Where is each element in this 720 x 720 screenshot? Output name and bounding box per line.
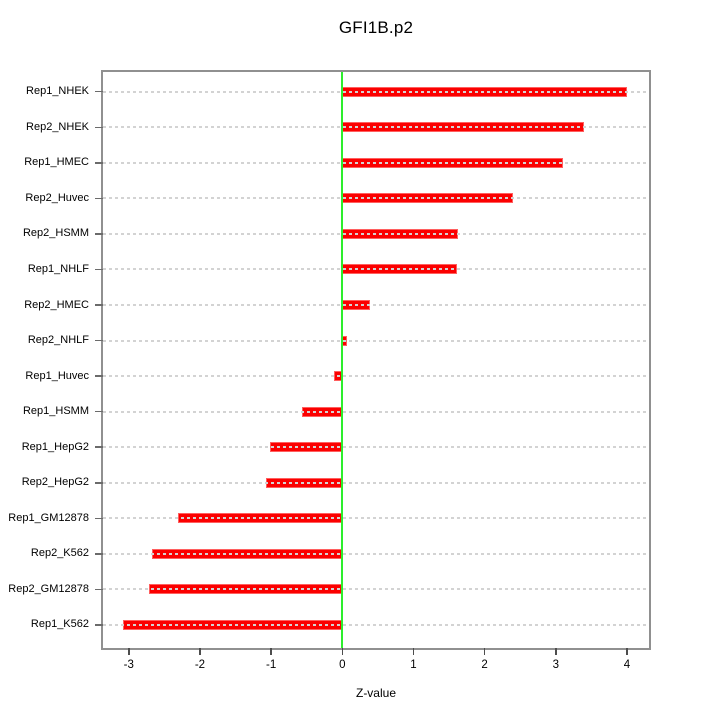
category-gridline — [103, 517, 649, 520]
y-axis-label-Rep1_NHEK: Rep1_NHEK — [26, 85, 89, 98]
category-gridline — [103, 339, 649, 342]
category-gridline — [103, 268, 649, 271]
category-gridline — [103, 232, 649, 235]
y-axis-tick — [95, 517, 103, 520]
category-gridline — [103, 552, 649, 555]
y-axis-tick — [95, 90, 103, 93]
y-axis-label-Rep1_GM12878: Rep1_GM12878 — [8, 511, 89, 524]
category-gridline — [103, 304, 649, 306]
x-axis-tick — [341, 648, 344, 655]
y-axis-tick — [95, 126, 103, 128]
x-axis-tick-label: 0 — [339, 659, 346, 671]
category-gridline — [103, 623, 649, 626]
y-axis-label-Rep2_HepG2: Rep2_HepG2 — [21, 476, 89, 489]
category-gridline — [103, 90, 649, 93]
x-axis-tick — [555, 648, 557, 655]
y-axis-tick — [95, 339, 103, 342]
x-axis-title: Z-value — [355, 686, 396, 700]
chart-title: GFI1B.p2 — [338, 18, 414, 37]
y-axis-label-Rep2_NHEK: Rep2_NHEK — [26, 120, 89, 133]
x-axis-tick-label: 3 — [552, 659, 559, 671]
y-axis-label-Rep2_Huvec: Rep2_Huvec — [25, 191, 89, 204]
y-axis-label-Rep2_K562: Rep2_K562 — [30, 547, 89, 560]
y-axis-tick — [95, 588, 103, 591]
y-axis-tick — [95, 375, 103, 377]
x-axis-tick — [483, 648, 486, 655]
y-axis-label-Rep2_GM12878: Rep2_GM12878 — [8, 582, 89, 595]
category-gridline — [103, 481, 649, 484]
x-axis-tick-label: -1 — [266, 659, 277, 671]
x-axis-tick — [270, 648, 272, 655]
y-axis-label-Rep2_NHLF: Rep2_NHLF — [27, 334, 89, 347]
y-axis-tick — [95, 553, 103, 555]
y-axis-tick — [95, 446, 103, 448]
y-axis-tick — [95, 233, 103, 235]
y-axis-label-Rep1_K562: Rep1_K562 — [30, 618, 89, 631]
category-gridline — [103, 161, 649, 164]
x-axis-tick — [626, 648, 628, 655]
x-axis-tick-label: -2 — [194, 659, 206, 671]
y-axis-label-Rep1_HMEC: Rep1_HMEC — [24, 156, 89, 169]
y-axis-tick — [95, 304, 103, 306]
y-axis-tick — [95, 482, 103, 484]
plot-area: Rep1_NHEK Rep2_NHEK Rep1_HMEC Rep2_Huvec Rep… — [8, 69, 651, 671]
category-gridline — [103, 410, 649, 413]
category-gridline — [103, 375, 649, 378]
y-axis-tick — [95, 624, 103, 626]
x-axis-tick-label: 1 — [410, 659, 417, 671]
x-axis-tick — [199, 648, 201, 655]
y-axis-label-Rep2_HSMM: Rep2_HSMM — [22, 227, 89, 240]
x-axis-tick-label: -3 — [123, 659, 134, 671]
x-axis-tick — [412, 648, 415, 655]
y-axis-label-Rep1_HepG2: Rep1_HepG2 — [21, 440, 89, 453]
y-axis-tick — [95, 410, 103, 413]
x-axis-tick-label: 4 — [623, 659, 631, 671]
y-axis-tick — [95, 197, 103, 200]
category-gridline — [103, 126, 649, 129]
y-axis-label-Rep1_NHLF: Rep1_NHLF — [27, 262, 89, 275]
category-gridline — [103, 446, 649, 449]
category-gridline — [103, 197, 649, 200]
y-axis-label-Rep1_HSMM: Rep1_HSMM — [22, 405, 89, 418]
x-axis-tick-label: 2 — [481, 659, 488, 671]
y-axis-label-Rep2_HMEC: Rep2_HMEC — [24, 298, 89, 311]
y-axis-tick — [95, 268, 103, 271]
category-gridline — [103, 588, 649, 591]
y-axis-label-Rep1_Huvec: Rep1_Huvec — [25, 369, 89, 382]
y-axis-tick — [95, 162, 103, 164]
zero-reference-line — [341, 71, 344, 648]
x-axis-tick — [128, 648, 130, 655]
